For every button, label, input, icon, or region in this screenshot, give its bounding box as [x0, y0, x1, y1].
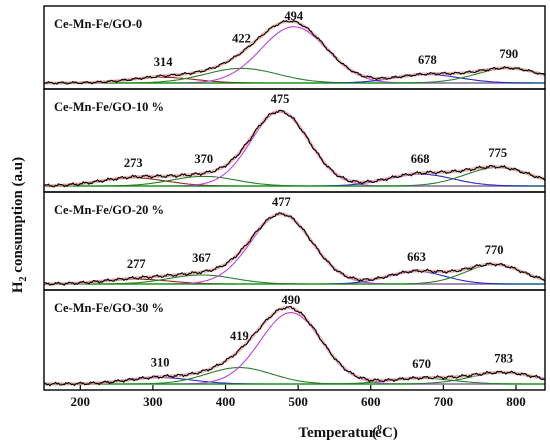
- peak-label-1-4: 678: [418, 53, 437, 67]
- peak-label-2-1: 273: [124, 156, 143, 170]
- peak-label-4-3: 490: [281, 293, 300, 307]
- experimental-curve-4: [43, 305, 546, 387]
- peak-curve-4-5: [44, 372, 546, 385]
- peak-label-1-3: 494: [284, 9, 304, 23]
- panel-3: Ce-Mn-Fe/GO-20 % 277 367 477 663 770: [43, 191, 546, 291]
- peak-label-4-2: 419: [230, 329, 249, 343]
- peak-label-3-1: 277: [127, 257, 146, 271]
- peak-curve-2-4: [44, 173, 545, 187]
- panel-1: Ce-Mn-Fe/GO-0 314 422 494 678 790: [43, 5, 546, 90]
- peak-curve-2-5: [44, 166, 546, 187]
- x-tick-label-500: 500: [288, 394, 308, 409]
- y-axis-label: H2 consumption (a.u): [10, 157, 29, 293]
- x-tick-label-700: 700: [434, 394, 454, 409]
- x-tick-label-200: 200: [71, 394, 91, 409]
- x-axis-label: Temperature: [298, 425, 382, 441]
- x-axis-label-text: Temperature: [298, 425, 382, 441]
- peak-curve-4-3: [44, 312, 545, 385]
- peak-curve-1-3: [44, 26, 545, 84]
- peak-label-3-3: 477: [272, 195, 291, 209]
- panel-2: Ce-Mn-Fe/GO-10 % 273 370 475 668 775: [43, 88, 546, 193]
- peak-label-3-5: 770: [485, 243, 504, 257]
- y-axis-label-sub: 2: [18, 276, 29, 281]
- peak-label-2-3: 475: [271, 92, 290, 106]
- peak-label-3-2: 367: [192, 251, 211, 265]
- x-tick-label-300: 300: [143, 394, 163, 409]
- experimental-curve-1: [43, 19, 546, 85]
- panel-4: Ce-Mn-Fe/GO-30 % 310 419 490 670 783: [43, 289, 546, 391]
- y-axis-label-pre: H: [10, 281, 26, 293]
- x-tick-label-600: 600: [361, 394, 381, 409]
- x-axis-unit-sup: o: [377, 422, 382, 433]
- x-axis-unit-base: C: [382, 425, 393, 441]
- peak-label-4-4: 670: [412, 357, 431, 371]
- peak-label-2-4: 668: [411, 152, 430, 166]
- experimental-curve-3: [43, 212, 546, 286]
- panel-frame-4: [43, 289, 546, 391]
- peak-label-1-5: 790: [499, 47, 518, 61]
- panel-title-2: Ce-Mn-Fe/GO-10 %: [54, 100, 164, 114]
- peak-curve-3-5: [44, 263, 546, 285]
- x-axis: 200 300 400 500 600 700 800: [71, 385, 526, 409]
- peak-label-2-2: 370: [194, 152, 213, 166]
- y-axis-label-post: consumption (a.u): [10, 157, 26, 277]
- experimental-curve-2: [43, 109, 546, 188]
- peak-curve-3-3: [44, 213, 545, 285]
- fit-total-curve-3: [44, 212, 546, 286]
- peak-label-3-4: 663: [407, 250, 426, 264]
- fit-total-curve-4: [44, 305, 546, 386]
- x-axis-unit: (oC): [372, 422, 398, 441]
- peak-curve-2-3: [44, 111, 545, 187]
- peak-label-2-5: 775: [488, 146, 507, 160]
- peak-label-4-1: 310: [151, 356, 170, 370]
- panel-title-4: Ce-Mn-Fe/GO-30 %: [54, 301, 164, 315]
- fit-total-curve-1: [44, 19, 546, 85]
- x-tick-label-800: 800: [506, 394, 526, 409]
- peak-label-1-1: 314: [154, 55, 174, 69]
- panel-title-3: Ce-Mn-Fe/GO-20 %: [54, 203, 164, 217]
- panel-title-1: Ce-Mn-Fe/GO-0: [54, 17, 142, 31]
- peak-label-4-5: 783: [494, 351, 513, 365]
- peak-label-1-2: 422: [232, 31, 251, 45]
- x-tick-label-400: 400: [216, 394, 236, 409]
- fit-total-curve-2: [44, 109, 546, 188]
- peak-curve-1-5: [44, 67, 546, 84]
